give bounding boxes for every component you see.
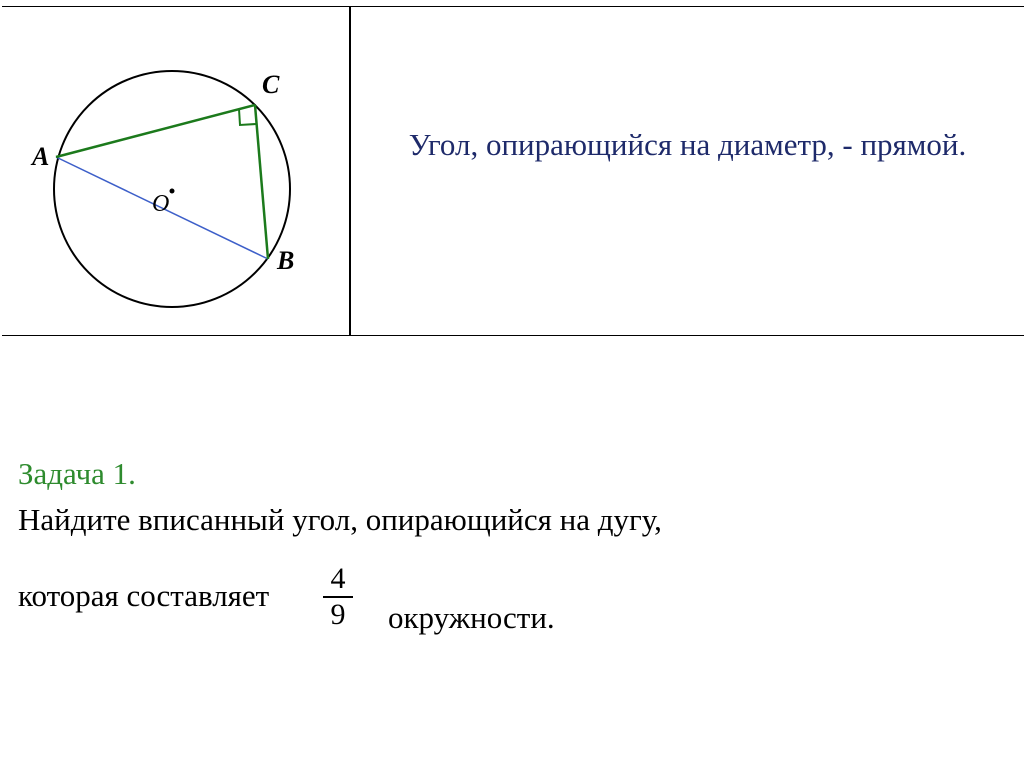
task-line-1: Найдите вписанный угол, опирающийся на д… [18,502,662,538]
task-line-2-prefix: которая составляет [18,578,269,614]
task-title: Задача 1. [18,456,136,492]
fraction: 4 9 [318,564,358,630]
fraction-numerator: 4 [318,564,358,594]
chord-cb [255,105,268,259]
center-dot [170,189,175,194]
label-a: A [30,142,49,171]
fraction-denominator: 9 [318,600,358,630]
label-o: O [152,191,169,217]
label-c: C [262,70,280,99]
label-b: B [276,246,294,275]
right-angle-marker [239,109,256,125]
task-line-2-suffix: окружности. [388,600,555,636]
theorem-cell: Угол, опирающийся на диаметр, - прямой. [350,6,1024,336]
geometry-diagram: A B C O [2,7,350,337]
chord-ac [56,105,255,157]
diagram-cell: A B C O [2,6,350,336]
theorem-text: Угол, опирающийся на диаметр, - прямой. [381,127,994,163]
